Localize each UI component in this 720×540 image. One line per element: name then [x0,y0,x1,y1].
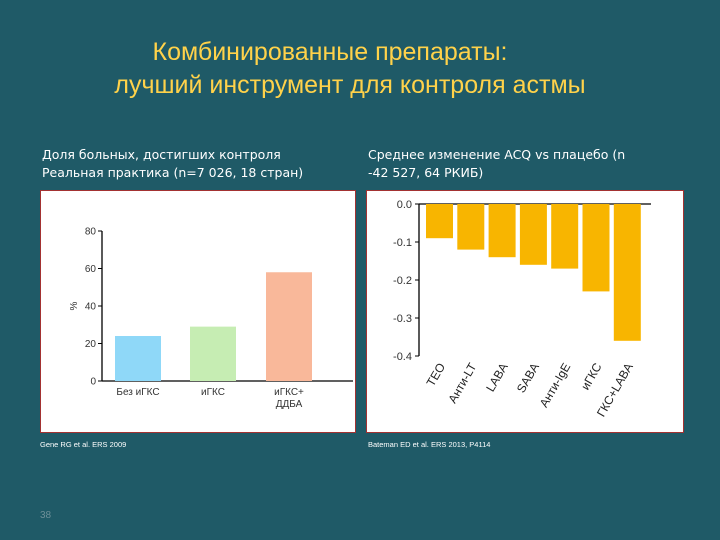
left-chart-panel: 0 20 40 60 80% Без иГКС иГКС иГКС+ ДДБА [40,190,356,433]
right-citation: Bateman ED et al. ERS 2013, P4114 [368,440,491,449]
y-tick-label: -0.1 [393,237,412,249]
bar [582,204,610,292]
y-tick-label: 0.0 [397,199,412,211]
bar [457,204,485,250]
y-tick-label: 80 [85,227,97,238]
slide-title-line-1: Комбинированные препараты: [152,38,508,66]
left-chart-heading: Доля больных, достигших контроля Реальна… [42,146,303,182]
slide-title: Комбинированные препараты: лучший инстру… [0,36,720,102]
bar [426,204,453,239]
left-chart-heading-line-2: Реальная практика (n=7 026, 18 стран) [42,165,304,180]
right-chart-heading-line-1: Среднее изменение ACQ vs плацебо (n [368,147,626,162]
bar [519,204,547,265]
x-tick-label: Анти-LT [445,360,479,406]
x-tick-label: ТЕО [424,361,448,389]
page-number: 38 [40,510,52,521]
x-tick-label: Анти-IgE [537,361,574,410]
bar [613,204,641,341]
control-rate-bar-chart: 0 20 40 60 80% Без иГКС иГКС иГКС+ ДДБА [69,227,353,410]
slide-title-line-2: лучший инструмент для контроля астмы [114,71,586,99]
x-tick-label: Без иГКС [116,387,159,398]
y-tick-label: -0.2 [393,275,412,287]
bar [115,336,161,381]
x-tick-label: иГКС [201,387,225,398]
right-chart-panel: 0.0 -0.1 -0.2 -0.3 -0.4 ТЕО Анти-LT LABA SABA Ант… [366,190,684,433]
left-citation: Gene RG et al. ERS 2009 [40,440,127,449]
y-tick-label: -0.4 [393,351,412,363]
bar [266,272,312,381]
right-chart-heading-line-2: -42 527, 64 РКИБ) [368,165,484,180]
x-tick-label: иГКС+ ДДБА [274,387,304,410]
right-chart-heading: Среднее изменение ACQ vs плацебо (n -42 … [368,146,625,182]
bar [190,326,236,381]
x-tick-label: SABA [514,361,542,396]
left-chart-heading-line-1: Доля больных, достигших контроля [42,147,281,162]
y-tick-label: 40 [85,302,97,313]
x-tick-label: LABA [483,361,510,395]
y-axis-title: % [69,301,80,310]
y-tick-label: 60 [85,264,97,275]
y-tick-label: 20 [85,339,97,350]
x-tick-label: иГКС [578,360,605,392]
y-tick-label: -0.3 [393,313,412,325]
bar [488,204,516,258]
bar [551,204,579,269]
y-tick-label: 0 [90,377,96,388]
